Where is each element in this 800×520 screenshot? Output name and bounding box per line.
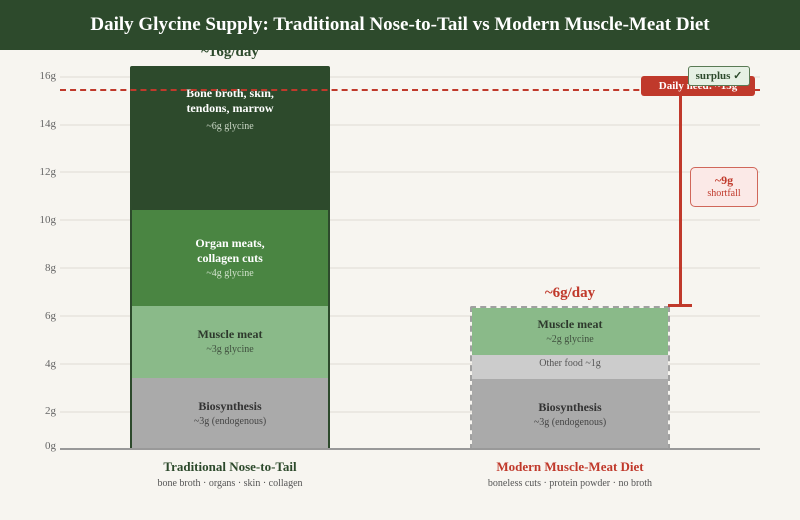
segment-bone-broth: Bone broth, skin, tendons, marrow ~6g gl… [132, 68, 328, 210]
y-tick-label: 8g [45, 262, 56, 274]
gridline [60, 411, 760, 413]
y-tick-label: 12g [39, 166, 57, 178]
y-tick-label: 14g [39, 118, 57, 130]
segment-title: tendons, marrow [186, 101, 274, 115]
shortfall-callout: ~9g shortfall [690, 167, 758, 207]
gridline [60, 219, 760, 221]
segment-title: Organ meats, [195, 235, 265, 250]
shortfall-bracket-cap [668, 304, 692, 307]
segment-title: Muscle meat [197, 327, 263, 341]
segment-value: ~2g glycine [546, 333, 594, 345]
shortfall-label: shortfall [707, 188, 741, 199]
segment-value: ~6g glycine [206, 121, 254, 132]
shortfall-bracket-line [679, 96, 682, 306]
segment-value: Other food ~1g [539, 358, 601, 369]
modern-total-label: ~6g/day [544, 285, 596, 301]
y-tick-label: 16g [39, 70, 57, 82]
modern-bar: Muscle meat ~2g glycine Other food ~1g B… [470, 306, 670, 450]
category-description: boneless cuts · protein powder · no brot… [487, 478, 653, 489]
segment-title: Muscle meat [537, 316, 603, 331]
y-tick-label: 4g [45, 358, 56, 370]
chart-header: Daily Glycine Supply: Traditional Nose-t… [0, 0, 800, 50]
category-name: Traditional Nose-to-Tail [163, 459, 297, 474]
segment-muscle-meat: Muscle meat ~2g glycine [472, 308, 668, 355]
segment-value: ~3g glycine [206, 344, 254, 355]
segment-organ-meats: Organ meats, collagen cuts ~4g glycine [132, 210, 328, 306]
segment-value: ~4g glycine [206, 267, 254, 279]
gridline [60, 76, 760, 78]
segment-other-food: Other food ~1g [472, 355, 668, 379]
segment-title: Biosynthesis [198, 399, 262, 413]
traditional-bar: Bone broth, skin, tendons, marrow ~6g gl… [130, 66, 330, 450]
segment-biosynthesis: Biosynthesis ~3g (endogenous) [132, 378, 328, 448]
segment-value: ~3g (endogenous) [533, 416, 607, 428]
shortfall-value: ~9g [714, 173, 734, 187]
y-tick-label: 0g [45, 440, 56, 452]
gridline [60, 171, 760, 173]
segment-biosynthesis: Biosynthesis ~3g (endogenous) [472, 379, 668, 448]
x-label-traditional: Traditional Nose-to-Tail bone broth · or… [80, 458, 380, 492]
segment-title: Biosynthesis [538, 399, 602, 414]
chart-title: Daily Glycine Supply: Traditional Nose-t… [90, 14, 710, 35]
daily-need-line [60, 89, 760, 91]
segment-muscle-meat: Muscle meat ~3g glycine [132, 306, 328, 378]
x-label-modern: Modern Muscle-Meat Diet boneless cuts · … [420, 458, 720, 492]
gridline [60, 315, 760, 317]
category-name: Modern Muscle-Meat Diet [496, 459, 644, 474]
traditional-total-label: ~16g/day [201, 44, 259, 60]
y-tick-label: 2g [45, 405, 56, 417]
y-tick-label: 10g [39, 214, 57, 226]
segment-value: ~3g (endogenous) [193, 416, 267, 427]
segment-title: collagen cuts [197, 250, 263, 265]
gridline [60, 124, 760, 126]
y-tick-label: 6g [45, 310, 56, 322]
category-description: bone broth · organs · skin · collagen [157, 478, 303, 489]
gridline [60, 363, 760, 365]
surplus-badge: surplus ✓ [688, 66, 750, 86]
x-axis-baseline [60, 448, 760, 450]
gridline [60, 267, 760, 269]
